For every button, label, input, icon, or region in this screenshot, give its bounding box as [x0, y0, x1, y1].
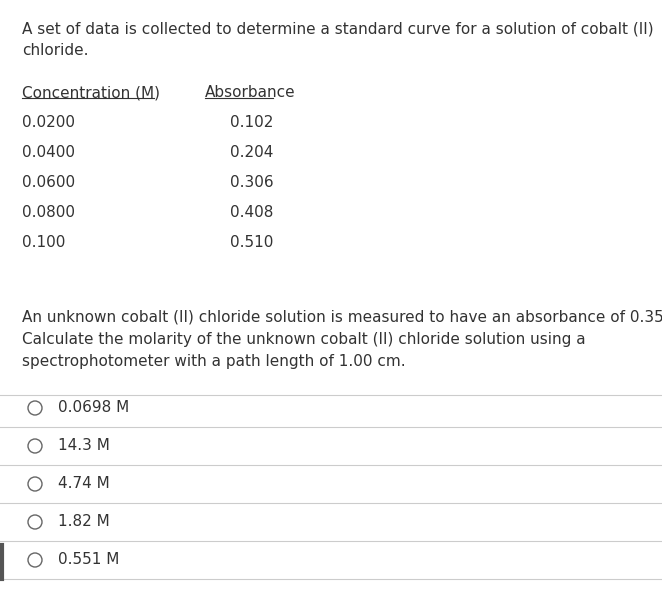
Text: 0.102: 0.102	[230, 115, 273, 130]
Text: 0.306: 0.306	[230, 175, 273, 190]
Text: 0.0400: 0.0400	[22, 145, 75, 160]
Text: 4.74 M: 4.74 M	[58, 476, 110, 491]
Text: 0.100: 0.100	[22, 235, 66, 250]
Text: 0.204: 0.204	[230, 145, 273, 160]
Text: Concentration (M): Concentration (M)	[22, 85, 160, 100]
Text: Absorbance: Absorbance	[205, 85, 296, 100]
Text: 0.0800: 0.0800	[22, 205, 75, 220]
Text: A set of data is collected to determine a standard curve for a solution of cobal: A set of data is collected to determine …	[22, 22, 653, 58]
Text: 14.3 M: 14.3 M	[58, 438, 110, 454]
Text: 0.0200: 0.0200	[22, 115, 75, 130]
Text: An unknown cobalt (II) chloride solution is measured to have an absorbance of 0.: An unknown cobalt (II) chloride solution…	[22, 310, 662, 370]
Text: 1.82 M: 1.82 M	[58, 515, 110, 529]
Text: 0.408: 0.408	[230, 205, 273, 220]
Text: 0.0698 M: 0.0698 M	[58, 400, 129, 416]
Text: 0.0600: 0.0600	[22, 175, 75, 190]
Text: 0.551 M: 0.551 M	[58, 553, 119, 567]
Text: 0.510: 0.510	[230, 235, 273, 250]
